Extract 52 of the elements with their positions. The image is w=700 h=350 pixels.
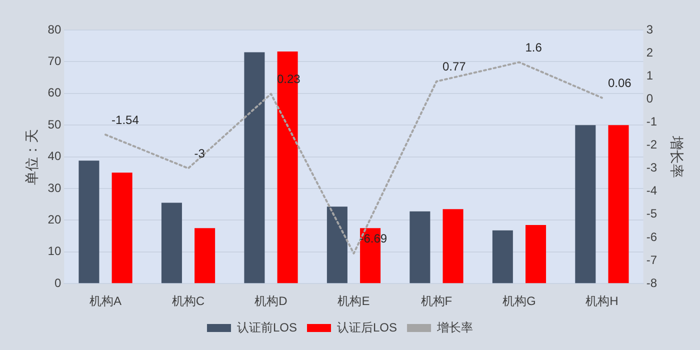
- y-tick-label: 70: [48, 54, 62, 68]
- x-tick-label: 机构C: [172, 294, 205, 308]
- y2-tick-label: -7: [646, 252, 658, 267]
- y-tick-label: 50: [48, 117, 62, 132]
- x-tick-label: 机构E: [338, 294, 370, 308]
- x-tick-label: 机构D: [254, 294, 288, 308]
- bar: [410, 211, 430, 284]
- y2-tick-label: 3: [646, 22, 654, 36]
- bar: [608, 125, 629, 284]
- bar: [161, 202, 182, 284]
- legend-label: 增长率: [436, 320, 474, 334]
- data-label: 0.06: [608, 76, 632, 90]
- y-tick-label: 30: [48, 180, 62, 195]
- bar: [442, 209, 464, 284]
- data-label: 0.77: [442, 60, 466, 74]
- y2-tick-label: 1: [646, 68, 654, 82]
- y2-tick-label: 0: [646, 91, 654, 106]
- y2-tick-label: -2: [646, 138, 658, 152]
- legend-label: 认证后LOS: [337, 320, 398, 334]
- y2-tick-label: -6: [646, 230, 658, 244]
- bar: [112, 172, 132, 284]
- y-tick-label: 10: [48, 244, 62, 258]
- x-tick-label: 机构H: [586, 294, 618, 308]
- y2-tick-label: -5: [646, 206, 658, 221]
- x-tick-label: 机构F: [420, 294, 452, 308]
- bar: [277, 52, 298, 284]
- y2-tick-label: -8: [646, 276, 658, 290]
- x-tick-label: 机构G: [502, 294, 536, 308]
- data-label: -1.54: [112, 112, 140, 127]
- bar: [492, 230, 513, 284]
- y2-axis-title: 增长率: [669, 134, 686, 178]
- y2-tick-label: 2: [646, 45, 654, 60]
- bar: [326, 206, 348, 284]
- y2-tick-label: -4: [646, 184, 658, 198]
- bar: [575, 125, 596, 284]
- x-tick-label: 机构A: [90, 294, 122, 308]
- bar: [78, 160, 100, 284]
- bar: [194, 228, 216, 284]
- y-tick-label: 0: [54, 276, 62, 290]
- y-tick-label: 60: [48, 86, 62, 100]
- bar: [526, 224, 546, 284]
- legend-label: 认证前LOS: [236, 320, 298, 334]
- y2-tick-label: -1: [646, 114, 658, 129]
- bar: [244, 52, 265, 284]
- y-tick-label: 20: [48, 212, 62, 227]
- data-label: -3: [194, 146, 206, 161]
- line-series: [104, 61, 603, 254]
- data-label: 1.6: [525, 40, 542, 55]
- y-tick-label: 80: [48, 22, 62, 36]
- y2-tick-label: -3: [646, 160, 658, 175]
- y-tick-label: 40: [48, 149, 62, 164]
- y-axis-title: 单位：天: [23, 128, 40, 185]
